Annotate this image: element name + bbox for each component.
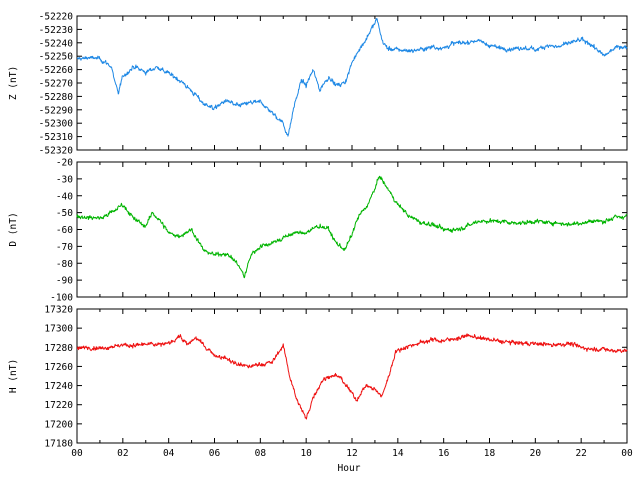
y-tick-label-d: -30 — [56, 174, 73, 185]
x-tick-label: 08 — [255, 448, 267, 459]
y-tick-label-h: 17220 — [44, 400, 73, 411]
y-axis-label-z: Z (nT) — [8, 66, 19, 100]
y-tick-label-z: -52240 — [39, 38, 74, 49]
x-tick-label: 14 — [392, 448, 404, 459]
series-line-d — [76, 175, 628, 279]
y-tick-label-h: 17180 — [44, 439, 73, 450]
y-tick-label-z: -52320 — [39, 146, 74, 157]
y-tick-label-z: -52230 — [39, 25, 74, 36]
y-tick-label-d: -100 — [50, 293, 73, 304]
x-tick-label: 06 — [209, 448, 221, 459]
y-tick-label-h: 17200 — [44, 419, 73, 430]
y-tick-label-z: -52220 — [39, 12, 74, 23]
y-tick-label-z: -52280 — [39, 92, 74, 103]
y-tick-label-z: -52250 — [39, 52, 74, 63]
y-tick-label-z: -52310 — [39, 132, 74, 143]
x-tick-label: 02 — [117, 448, 128, 459]
y-tick-label-h: 17300 — [44, 324, 73, 335]
x-tick-label: 04 — [163, 448, 175, 459]
x-tick-label: 16 — [438, 448, 450, 459]
x-axis-label: Hour — [338, 463, 361, 474]
y-tick-label-d: -80 — [56, 259, 73, 270]
x-tick-label: 12 — [346, 448, 357, 459]
y-tick-label-d: -70 — [56, 242, 73, 253]
y-tick-label-d: -40 — [56, 191, 73, 202]
x-tick-label: 00 — [621, 448, 633, 459]
y-tick-label-z: -52300 — [39, 119, 74, 130]
x-tick-label: 22 — [575, 448, 586, 459]
x-tick-label: 00 — [71, 448, 83, 459]
x-tick-label: 20 — [530, 448, 542, 459]
y-tick-label-d: -60 — [56, 225, 73, 236]
panel-frame-h — [76, 308, 628, 444]
x-tick-label: 10 — [300, 448, 312, 459]
y-axis-label-h: H (nT) — [8, 359, 19, 393]
y-tick-label-z: -52290 — [39, 105, 74, 116]
y-tick-label-h: 17280 — [44, 343, 73, 354]
y-tick-label-h: 17260 — [44, 362, 73, 373]
y-tick-label-d: -90 — [56, 276, 73, 287]
x-tick-label: 18 — [484, 448, 496, 459]
y-tick-label-h: 17320 — [44, 305, 73, 316]
y-tick-label-z: -52260 — [39, 65, 74, 76]
y-tick-label-z: -52270 — [39, 79, 74, 90]
panel-frame-z — [76, 15, 628, 151]
y-tick-label-d: -20 — [56, 158, 73, 169]
y-tick-label-h: 17240 — [44, 381, 73, 392]
y-tick-label-d: -50 — [56, 208, 73, 219]
series-line-z — [76, 17, 628, 137]
panel-frame-d — [76, 161, 628, 298]
series-line-h — [76, 333, 628, 420]
y-axis-label-d: D (nT) — [8, 212, 19, 246]
